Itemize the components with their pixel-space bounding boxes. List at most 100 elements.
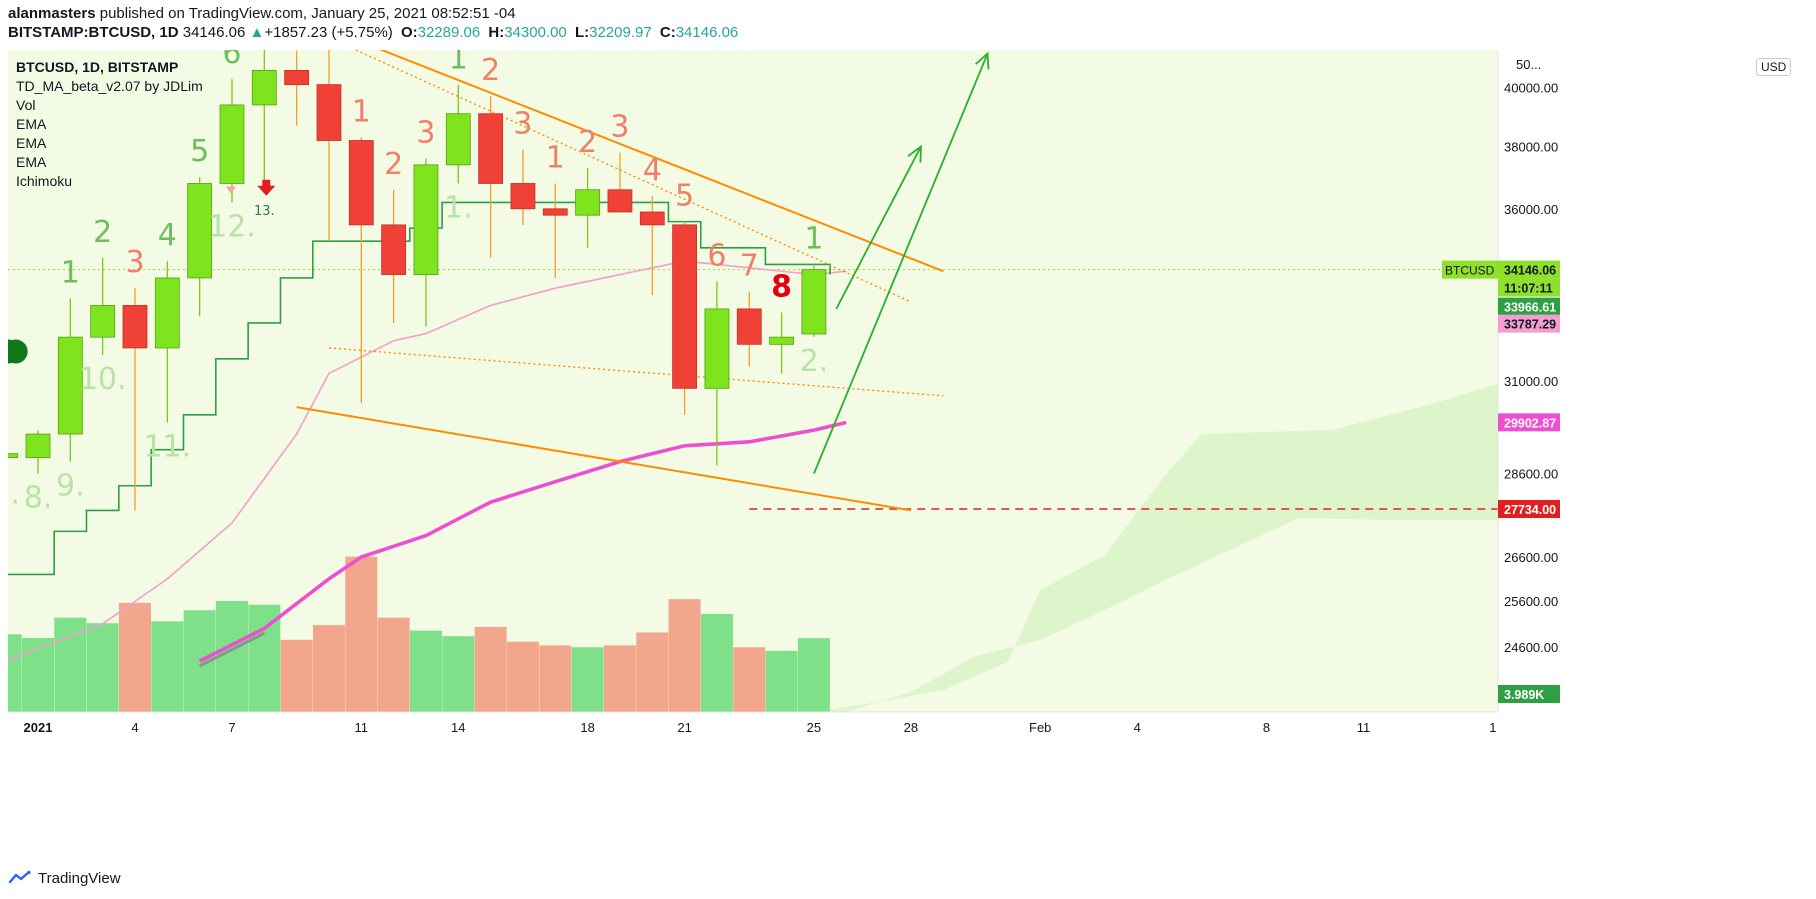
price-tick-label: 36000.00 bbox=[1504, 202, 1558, 217]
volume-bar bbox=[603, 645, 636, 712]
td-countdown-label: 7. bbox=[8, 477, 20, 512]
volume-bar bbox=[797, 638, 830, 712]
candle-body bbox=[704, 308, 730, 389]
price-tick-label: 40000.00 bbox=[1504, 81, 1558, 96]
low-value: 32209.97 bbox=[589, 24, 652, 41]
publication-header: alanmasters published on TradingView.com… bbox=[0, 0, 1816, 50]
price-tag-bg bbox=[1498, 314, 1560, 333]
tradingview-logo-icon[interactable] bbox=[8, 870, 32, 886]
time-tick-label: 1 bbox=[1489, 720, 1496, 735]
td-setup-count: 5 bbox=[675, 179, 694, 214]
last-price: 34146.06 bbox=[182, 24, 246, 41]
td-setup-count: 1 bbox=[61, 256, 80, 291]
candle-body bbox=[284, 69, 310, 86]
price-tag-bg bbox=[1498, 413, 1560, 432]
legend-study-ema-1[interactable]: EMA bbox=[16, 116, 47, 132]
price-tag-label: 27734.00 bbox=[1504, 503, 1556, 517]
footer-brand[interactable]: TradingView bbox=[38, 869, 121, 887]
volume-bar bbox=[442, 636, 475, 712]
volume-bar bbox=[248, 604, 281, 712]
candle-body bbox=[187, 183, 213, 279]
td-circle-marker-prev bbox=[8, 339, 20, 364]
trendline-lower bbox=[296, 406, 912, 512]
volume-bar bbox=[22, 638, 54, 712]
volume-bar bbox=[312, 625, 345, 712]
time-tick-label: 28 bbox=[904, 720, 918, 735]
price-tick-label: 24600.00 bbox=[1504, 640, 1558, 655]
td-setup-count: 5 bbox=[190, 134, 209, 169]
price-tag-label: 29902.87 bbox=[1504, 416, 1556, 430]
time-tick-label: 4 bbox=[1134, 720, 1141, 735]
sell-triangle-icon bbox=[225, 186, 236, 194]
candle-body bbox=[219, 104, 245, 184]
projection-arrow-short-shaft bbox=[835, 146, 922, 310]
td-setup-count: 8 bbox=[771, 269, 792, 304]
legend-study-ichimoku[interactable]: Ichimoku bbox=[16, 173, 73, 189]
time-tick-label: 7 bbox=[228, 720, 235, 735]
candle-body bbox=[478, 113, 504, 184]
legend-study-ema-3[interactable]: EMA bbox=[16, 154, 47, 170]
volume-bar bbox=[636, 632, 669, 712]
td-setup-count: 2 bbox=[481, 53, 500, 88]
td-setup-count: 1 bbox=[546, 140, 565, 175]
legend-title[interactable]: BTCUSD, 1D, BITSTAMP bbox=[16, 59, 179, 75]
time-tick-label: 4 bbox=[131, 720, 138, 735]
change-value: +1857.23 (+5.75%) bbox=[264, 24, 393, 41]
volume-bar bbox=[474, 626, 507, 712]
candle-body bbox=[381, 224, 407, 275]
price-tick-label: 26600.00 bbox=[1504, 550, 1558, 565]
price-tag-bg bbox=[1498, 297, 1560, 316]
high-value: 34300.00 bbox=[504, 24, 567, 41]
volume-bar bbox=[8, 634, 22, 712]
td-countdown-label: 1. bbox=[444, 190, 473, 225]
ema-overlap-line bbox=[198, 631, 266, 668]
price-tick-label: 25600.00 bbox=[1504, 594, 1558, 609]
ohlc-line: BITSTAMP:BTCUSD, 1D 34146.06 ▲+1857.23 (… bbox=[8, 24, 738, 41]
volume-bar bbox=[54, 617, 87, 712]
td-setup-count: 3 bbox=[610, 110, 629, 145]
td-setup-count: 7 bbox=[740, 249, 759, 284]
price-chart[interactable]: 1234567891231231234567817.8.9.10.11.12.1… bbox=[8, 50, 1816, 856]
candle-body bbox=[542, 208, 568, 216]
candle-body bbox=[575, 189, 601, 216]
td-setup-count: 1 bbox=[449, 50, 468, 77]
candle-body bbox=[316, 84, 342, 141]
volume-bar bbox=[506, 641, 539, 712]
time-tick-label: 11 bbox=[355, 720, 369, 735]
price-tag-label: 11:07:11 bbox=[1504, 282, 1553, 296]
legend-study-vol[interactable]: Vol bbox=[16, 97, 36, 113]
time-tick-label: 25 bbox=[807, 720, 821, 735]
volume-bar bbox=[409, 630, 442, 712]
volume-bar bbox=[151, 621, 184, 712]
candle-body bbox=[736, 308, 762, 345]
volume-bar bbox=[539, 645, 572, 712]
volume-bar bbox=[733, 647, 766, 712]
projection-arrow-long-shaft bbox=[813, 53, 989, 474]
price-tag-bg bbox=[1498, 260, 1560, 279]
price-tag-bg bbox=[1498, 278, 1560, 297]
candle-body bbox=[154, 277, 180, 349]
legend-study-td[interactable]: TD_MA_beta_v2.07 by JDLim bbox=[16, 78, 203, 94]
candle-body bbox=[510, 183, 536, 210]
candle-body bbox=[348, 140, 374, 226]
low-label: L: bbox=[574, 24, 590, 41]
trendline-upper bbox=[379, 50, 944, 273]
time-tick-label: 14 bbox=[451, 720, 465, 735]
ema-fast-line bbox=[8, 260, 847, 662]
footer: TradingView bbox=[8, 866, 121, 890]
candle-body bbox=[251, 69, 277, 106]
time-tick-label: 11 bbox=[1357, 720, 1371, 735]
td-countdown-label: 11. bbox=[143, 429, 191, 464]
volume-bar bbox=[86, 623, 119, 712]
volume-bar bbox=[345, 556, 378, 712]
td-countdown-label: 13. bbox=[254, 204, 275, 219]
td-setup-count: 4 bbox=[158, 218, 177, 253]
author-name[interactable]: alanmasters bbox=[8, 5, 96, 22]
currency-badge[interactable]: USD bbox=[1756, 58, 1792, 76]
time-tick-label: 2021 bbox=[24, 720, 53, 735]
legend-study-ema-2[interactable]: EMA bbox=[16, 135, 47, 151]
volume-tag-bg bbox=[1498, 685, 1560, 703]
candle-body bbox=[122, 305, 148, 349]
price-tag-label: 34146.06 bbox=[1504, 264, 1556, 278]
symbol-label: BITSTAMP:BTCUSD, 1D bbox=[8, 24, 179, 41]
